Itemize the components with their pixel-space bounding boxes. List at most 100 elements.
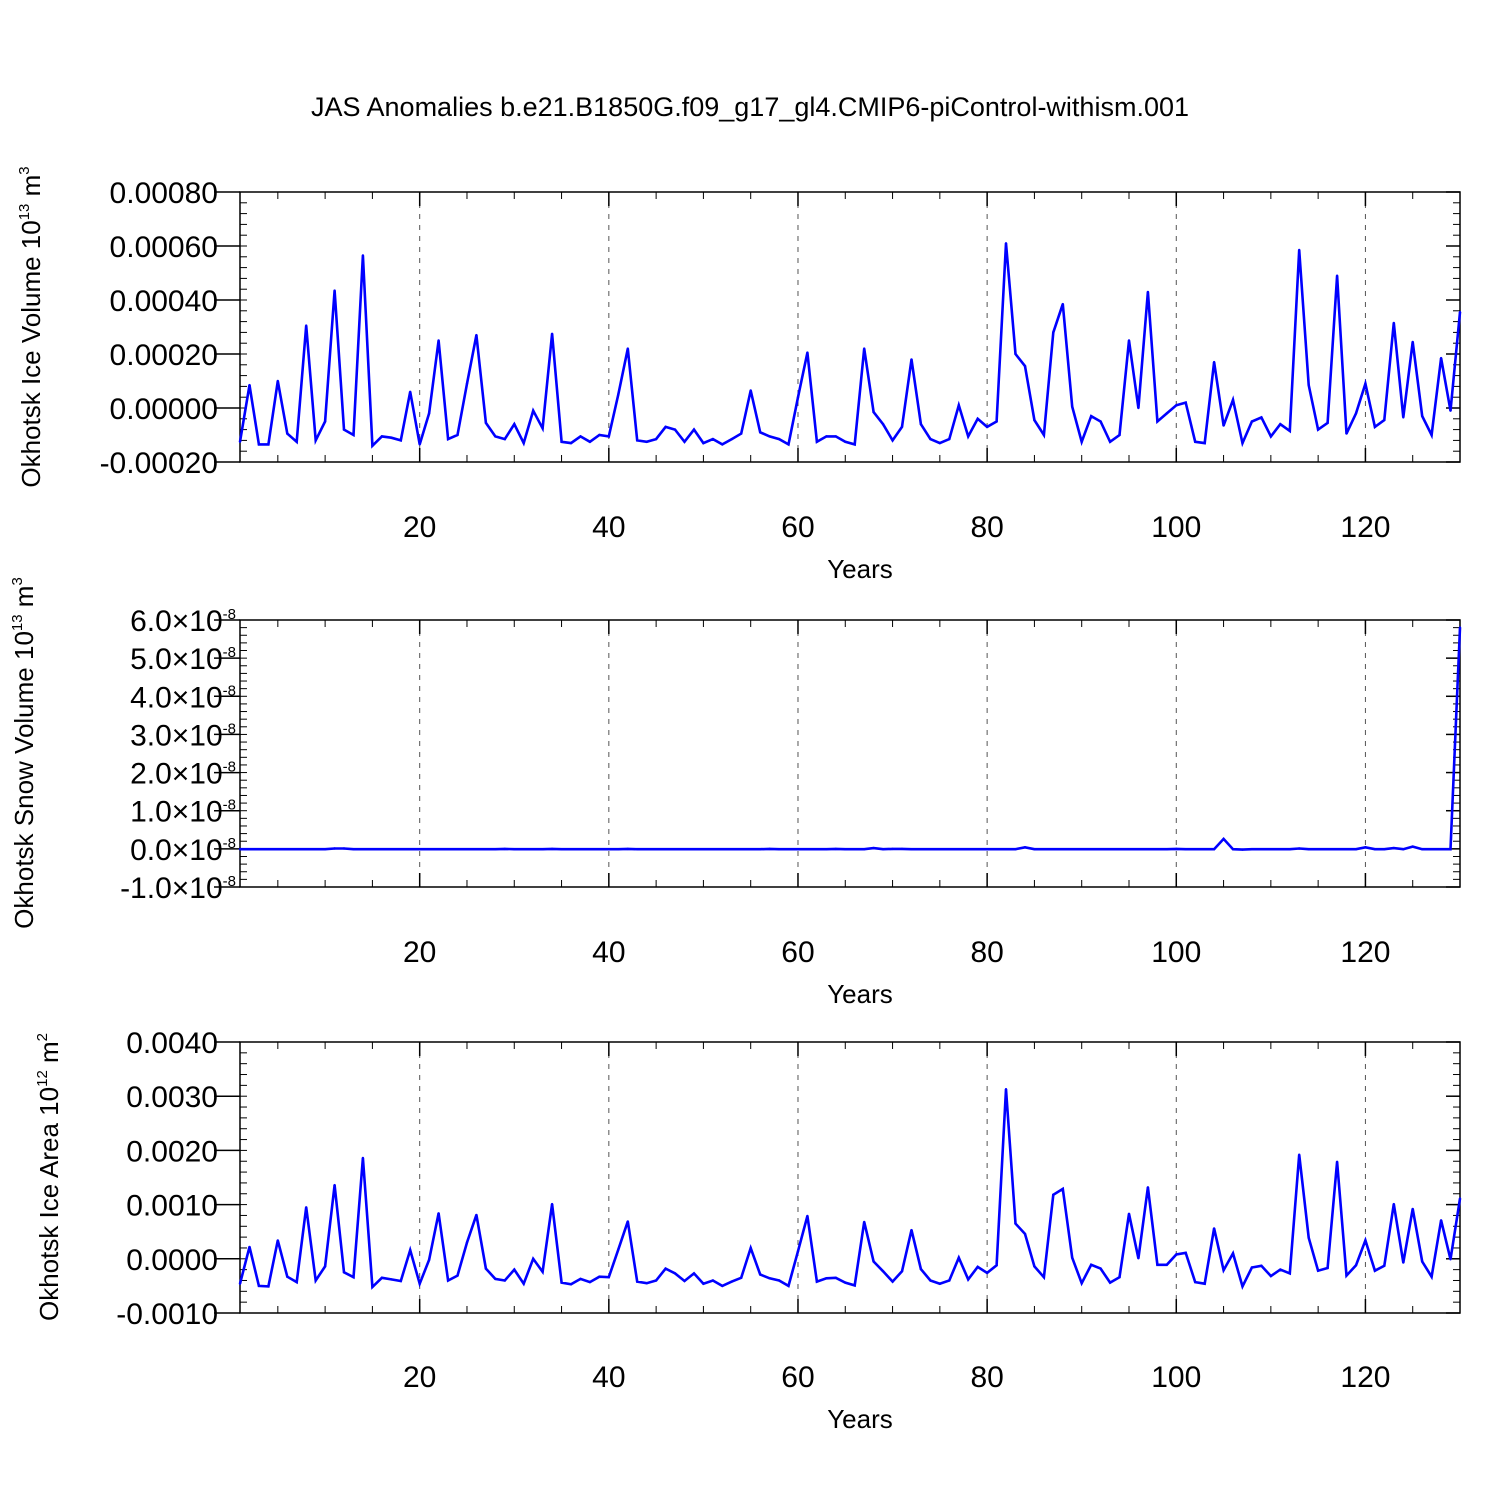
x-axis-title: Years <box>827 1404 893 1434</box>
data-point <box>475 1213 478 1217</box>
data-point <box>1099 848 1102 851</box>
x-tick-label-40: 40 <box>592 1361 625 1394</box>
data-point <box>853 443 856 446</box>
data-point <box>985 1271 989 1275</box>
data-point <box>1411 1207 1414 1211</box>
data-point <box>314 439 317 442</box>
data-point <box>617 848 620 851</box>
x-tick-label-20: 20 <box>403 1361 436 1394</box>
data-point <box>607 435 610 438</box>
data-point <box>740 1276 743 1280</box>
data-point <box>1090 1263 1093 1267</box>
data-point <box>692 428 696 431</box>
data-point <box>1326 848 1329 851</box>
plot-frame <box>239 1041 1461 1314</box>
data-point <box>759 1273 762 1276</box>
data-point <box>777 437 781 441</box>
data-point <box>1279 1268 1282 1271</box>
series-line <box>238 243 1462 449</box>
data-point <box>352 1276 355 1279</box>
y-tick-label: 0.0030 <box>126 1081 218 1114</box>
data-point <box>1165 412 1169 415</box>
data-point <box>295 1280 298 1284</box>
data-point <box>588 440 592 443</box>
data-point <box>248 848 251 851</box>
data-point <box>1383 1264 1386 1268</box>
data-point <box>560 1281 563 1284</box>
data-point <box>1033 1265 1036 1268</box>
data-point <box>967 1278 970 1281</box>
data-point <box>654 1279 658 1282</box>
y-tick-label: 5.0×10-8 <box>130 643 236 676</box>
data-point <box>957 404 960 407</box>
data-point <box>1449 409 1452 412</box>
data-point <box>806 1214 809 1218</box>
data-point <box>257 443 261 446</box>
data-point <box>380 435 384 438</box>
data-point <box>1165 1263 1169 1267</box>
data-point <box>1203 1282 1206 1285</box>
data-point <box>1241 848 1244 851</box>
data-point <box>380 1276 384 1280</box>
data-point <box>1156 420 1159 423</box>
data-point <box>891 439 894 442</box>
y-tick-label: 0.00080 <box>110 177 218 210</box>
data-point <box>692 1272 696 1275</box>
data-point <box>664 1267 667 1270</box>
data-point <box>730 1280 733 1283</box>
data-point <box>371 848 374 851</box>
data-point <box>1241 441 1244 445</box>
data-point <box>1288 848 1292 851</box>
data-point <box>371 1285 374 1289</box>
y-tick-label: 0.00000 <box>110 393 218 426</box>
data-point <box>1458 310 1462 314</box>
data-point <box>636 439 639 442</box>
data-point <box>276 379 279 383</box>
data-point <box>910 358 913 361</box>
data-point <box>1269 1274 1273 1278</box>
data-point <box>465 382 469 385</box>
data-point <box>598 1275 601 1278</box>
data-point <box>248 383 251 387</box>
data-point <box>721 443 724 446</box>
data-point <box>1033 848 1036 851</box>
data-point <box>654 437 658 441</box>
x-tick-label-60: 60 <box>781 936 814 969</box>
y-tick-label: 0.00040 <box>110 285 218 318</box>
data-point <box>976 848 979 851</box>
data-point <box>352 848 355 851</box>
data-point <box>768 847 771 851</box>
y-tick-label: -1.0×10-8 <box>120 872 236 905</box>
data-point <box>777 1279 781 1282</box>
data-point <box>1402 1261 1405 1264</box>
data-point <box>645 848 648 851</box>
data-point <box>910 1228 913 1232</box>
data-point <box>1137 848 1140 851</box>
data-point <box>673 848 677 851</box>
data-point <box>938 848 941 851</box>
chart-panel-1: 20 40 60 80 100 120 -0.00020 0.00000 0.00020 0.00… <box>16 166 1462 584</box>
data-point <box>881 423 885 426</box>
data-point <box>1269 435 1273 438</box>
data-point <box>1061 302 1065 306</box>
data-point <box>1298 847 1301 850</box>
data-point <box>371 444 374 447</box>
data-point <box>1023 846 1027 849</box>
data-point <box>1458 626 1462 629</box>
data-point <box>721 1284 724 1288</box>
data-point <box>1156 1263 1159 1267</box>
data-point <box>390 1278 393 1281</box>
data-point <box>1430 433 1433 437</box>
data-point <box>1042 848 1046 851</box>
y-tick-label: 0.0000 <box>126 1244 218 1277</box>
data-point <box>1316 428 1320 431</box>
data-point <box>749 848 752 851</box>
data-point <box>749 389 752 392</box>
data-point <box>730 437 733 441</box>
data-point <box>1090 414 1093 418</box>
y-tick-label: 3.0×10-8 <box>130 719 236 752</box>
data-point <box>995 848 998 851</box>
series-line <box>240 627 1462 851</box>
data-point <box>787 443 790 446</box>
